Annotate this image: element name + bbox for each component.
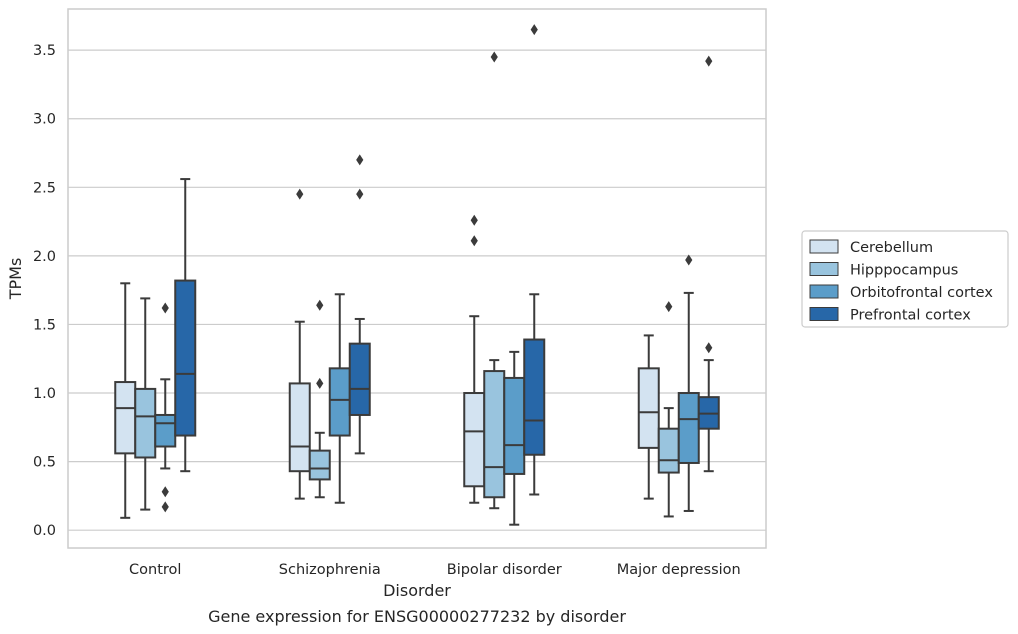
y-tick-label: 2.5 <box>33 180 56 196</box>
outlier-point <box>490 51 498 63</box>
iqr-box <box>288 382 311 473</box>
y-tick-label: 3.0 <box>33 112 56 128</box>
box-prefrontal-cortex <box>348 154 371 455</box>
outlier-point <box>316 299 324 311</box>
legend-frame <box>801 230 1009 328</box>
outlier-point <box>705 55 713 67</box>
iqr-box <box>174 279 197 437</box>
legend-swatch <box>809 262 839 276</box>
x-tick-label: Bipolar disorder <box>447 562 562 578</box>
x-tick-label: Control <box>129 562 181 578</box>
iqr-box <box>348 342 371 416</box>
box-orbitofrontal-cortex <box>677 254 700 512</box>
y-tick-label: 1.0 <box>33 386 56 402</box>
iqr-box <box>503 376 526 475</box>
box-cerebellum <box>463 214 486 504</box>
iqr-box <box>483 370 506 499</box>
y-tick-labels: 0.0 0.5 1.0 1.5 2.0 2.5 3.0 3.5 <box>33 43 56 539</box>
box-hipppocampus <box>483 51 506 510</box>
iqr-box <box>523 338 546 456</box>
box-hipppocampus <box>134 297 157 511</box>
x-axis-label: Disorder <box>383 581 451 600</box>
legend-label: Prefrontal cortex <box>850 308 971 324</box>
box-cerebellum <box>637 334 660 500</box>
outlier-point <box>356 188 364 200</box>
legend: Cerebellum Hipppocampus Orbitofrontal cort… <box>801 230 1009 328</box>
y-tick-label: 2.0 <box>33 249 56 265</box>
chart-caption: Gene expression for ENSG00000277232 by d… <box>208 607 626 626</box>
legend-swatch <box>809 284 839 299</box>
box-orbitofrontal-cortex <box>154 302 177 513</box>
outlier-point <box>356 154 364 166</box>
x-tick-labels: Control Schizophrenia Bipolar disorder Majo… <box>129 562 741 578</box>
legend-swatch <box>809 307 839 321</box>
y-tick-label: 0.5 <box>33 455 56 471</box>
y-tick-label: 3.5 <box>33 43 56 59</box>
iqr-box <box>677 392 700 464</box>
outlier-point <box>161 486 169 498</box>
box-orbitofrontal-cortex <box>503 350 526 526</box>
y-axis-label: TPMs <box>6 258 25 301</box>
outlier-point <box>665 301 673 313</box>
box-cerebellum <box>288 188 311 500</box>
y-tick-label: 1.5 <box>33 317 56 333</box>
box-orbitofrontal-cortex <box>328 293 351 504</box>
box-hipppocampus <box>308 299 331 499</box>
outlier-point <box>316 377 324 389</box>
iqr-box <box>463 392 486 488</box>
outlier-point <box>470 214 478 226</box>
x-tick-label: Schizophrenia <box>279 562 381 578</box>
outlier-point <box>161 302 169 314</box>
x-tick-label: Major depression <box>617 562 741 578</box>
outlier-point <box>705 342 713 354</box>
iqr-box <box>637 367 660 449</box>
legend-label: Orbitofrontal cortex <box>850 285 993 301</box>
y-tick-label: 0.0 <box>33 523 56 539</box>
box-cerebellum <box>114 282 137 519</box>
outlier-point <box>685 254 693 266</box>
box-prefrontal-cortex <box>523 24 546 496</box>
outlier-point <box>296 188 304 200</box>
legend-swatch <box>809 239 839 254</box>
box-hipppocampus <box>657 301 680 518</box>
boxes <box>114 24 720 526</box>
iqr-box <box>154 413 177 448</box>
iqr-box <box>308 449 331 481</box>
iqr-box <box>114 381 137 455</box>
outlier-point <box>470 235 478 247</box>
box-prefrontal-cortex <box>174 178 197 473</box>
legend-label: Hipppocampus <box>850 263 958 279</box>
iqr-box <box>134 387 157 459</box>
iqr-box <box>328 367 351 437</box>
legend-label: Cerebellum <box>850 240 933 256</box>
box-prefrontal-cortex <box>697 55 720 473</box>
iqr-box <box>657 427 680 474</box>
outlier-point <box>530 24 538 36</box>
outlier-point <box>161 501 169 513</box>
plot-frame <box>67 8 767 549</box>
